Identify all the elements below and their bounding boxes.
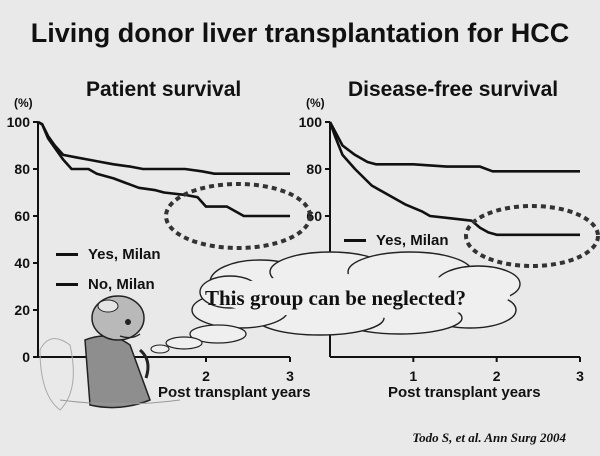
right-x-axis-label: Post transplant years — [388, 384, 541, 401]
y-tick-label: 0 — [22, 349, 30, 365]
y-tick-label: 100 — [7, 114, 31, 130]
man-arm — [138, 348, 150, 379]
series-line-no-milan — [328, 121, 580, 237]
legend-label: Yes, Milan — [376, 232, 449, 249]
left-x-axis-label: Post transplant years — [158, 384, 311, 401]
slide-title: Living donor liver transplantation for H… — [30, 18, 570, 48]
y-tick-label: 80 — [14, 161, 30, 177]
y-tick-label: 80 — [306, 161, 322, 177]
right-y-unit: (%) — [306, 96, 325, 110]
man-eye — [125, 319, 131, 325]
man-body — [84, 335, 151, 409]
chair-outline — [39, 338, 74, 411]
legend-line-icon — [56, 283, 78, 286]
disease-free-survival-title: Disease-free survival — [348, 78, 559, 101]
left-legend-no-milan: No, Milan — [56, 276, 155, 293]
series-line-no-milan — [37, 120, 290, 218]
thinking-man-illustration — [39, 295, 181, 411]
x-tick-label: 3 — [286, 368, 294, 384]
x-tick-label: 1 — [409, 368, 417, 384]
series-line-yes-milan — [37, 120, 290, 175]
right-legend-yes-milan: Yes, Milan — [344, 232, 449, 249]
y-tick-label: 20 — [14, 302, 30, 318]
series-line-yes-milan — [328, 121, 580, 173]
patient-survival-chart: 0 20 40 60 80 100 2 3 — [7, 114, 294, 384]
man-bald-shine — [97, 299, 119, 313]
y-tick-label: 60 — [14, 208, 30, 224]
thought-bubble — [150, 251, 521, 354]
x-tick-label: 3 — [576, 368, 584, 384]
left-highlight-ellipse — [164, 182, 312, 250]
legend-line-icon — [344, 239, 366, 242]
man-mouth — [119, 333, 141, 339]
legend-label: No, Milan — [88, 276, 155, 293]
bubble-tail-small — [150, 344, 170, 354]
left-y-unit: (%) — [14, 96, 33, 110]
y-tick-label: 40 — [14, 255, 30, 271]
left-legend-yes-milan: Yes, Milan — [56, 246, 161, 263]
y-tick-label: 100 — [299, 114, 323, 130]
floor-line — [59, 399, 181, 405]
bubble-tail-medium — [165, 336, 203, 350]
legend-line-icon — [56, 253, 78, 256]
x-tick-label: 2 — [493, 368, 501, 384]
x-tick-label: 2 — [202, 368, 210, 384]
legend-label: Yes, Milan — [88, 246, 161, 263]
bubble-tail-large — [189, 324, 247, 344]
thought-bubble-text: This group can be neglected? — [205, 286, 466, 310]
right-highlight-ellipse — [464, 204, 600, 268]
patient-survival-title: Patient survival — [86, 78, 242, 101]
bubble-fill — [210, 274, 510, 318]
citation: Todo S, et al. Ann Surg 2004 — [412, 430, 566, 445]
